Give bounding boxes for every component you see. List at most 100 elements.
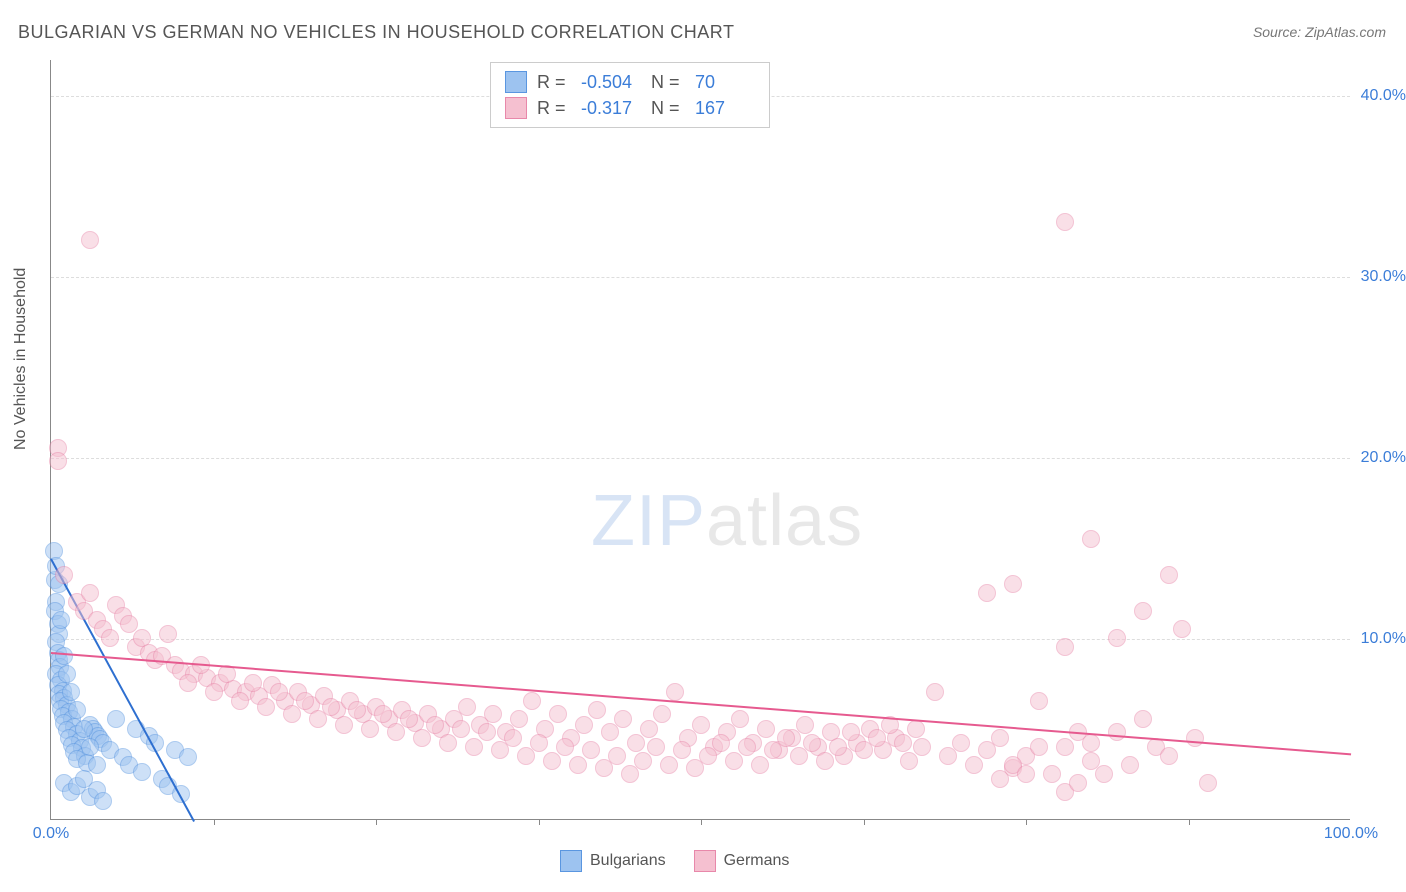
scatter-point (692, 716, 710, 734)
scatter-point (257, 698, 275, 716)
scatter-point (439, 734, 457, 752)
legend-item-germans: Germans (694, 850, 790, 872)
scatter-point (322, 698, 340, 716)
scatter-point (757, 720, 775, 738)
x-minor-tick (864, 819, 865, 825)
watermark-zip: ZIP (591, 481, 706, 561)
scatter-point (952, 734, 970, 752)
scatter-point (133, 763, 151, 781)
scatter-point (270, 683, 288, 701)
scatter-point (49, 452, 67, 470)
watermark: ZIPatlas (591, 480, 863, 562)
y-tick-label: 10.0% (1361, 630, 1406, 648)
scatter-point (452, 720, 470, 738)
legend-r-value-1: -0.317 (581, 98, 641, 119)
x-minor-tick (539, 819, 540, 825)
watermark-atlas: atlas (706, 481, 863, 561)
scatter-point (543, 752, 561, 770)
scatter-point (673, 741, 691, 759)
scatter-point (361, 720, 379, 738)
scatter-point (608, 747, 626, 765)
legend-row-bulgarians: R = -0.504 N = 70 (505, 69, 755, 95)
scatter-point (647, 738, 665, 756)
scatter-point (68, 701, 86, 719)
scatter-point (374, 705, 392, 723)
correlation-legend: R = -0.504 N = 70 R = -0.317 N = 167 (490, 62, 770, 128)
x-minor-tick (376, 819, 377, 825)
scatter-point (478, 723, 496, 741)
scatter-point (1108, 629, 1126, 647)
legend-n-label: N = (651, 72, 685, 93)
scatter-point (991, 729, 1009, 747)
x-tick-label: 0.0% (33, 825, 69, 843)
legend-row-germans: R = -0.317 N = 167 (505, 95, 755, 121)
scatter-point (1056, 638, 1074, 656)
scatter-point (296, 692, 314, 710)
scatter-point (614, 710, 632, 728)
y-tick-label: 30.0% (1361, 268, 1406, 286)
scatter-point (1082, 752, 1100, 770)
swatch-germans-icon (694, 850, 716, 872)
scatter-point (107, 710, 125, 728)
legend-label-bulgarians: Bulgarians (590, 852, 666, 870)
series-legend: Bulgarians Germans (560, 850, 789, 872)
scatter-point (530, 734, 548, 752)
scatter-point (627, 734, 645, 752)
scatter-point (426, 716, 444, 734)
legend-r-label: R = (537, 98, 571, 119)
swatch-bulgarians (505, 71, 527, 93)
legend-r-value-0: -0.504 (581, 72, 641, 93)
x-minor-tick (214, 819, 215, 825)
scatter-point (1173, 620, 1191, 638)
scatter-point (900, 752, 918, 770)
scatter-point (81, 231, 99, 249)
gridline (51, 458, 1350, 459)
legend-n-value-1: 167 (695, 98, 755, 119)
swatch-bulgarians-icon (560, 850, 582, 872)
scatter-point (549, 705, 567, 723)
x-tick-label: 100.0% (1324, 825, 1378, 843)
scatter-point (179, 748, 197, 766)
source-label: Source: (1253, 24, 1301, 40)
scatter-point (575, 716, 593, 734)
scatter-point (101, 629, 119, 647)
scatter-point (179, 674, 197, 692)
scatter-plot-area: ZIPatlas 10.0%20.0%30.0%40.0%0.0%100.0% (50, 60, 1350, 820)
scatter-point (81, 738, 99, 756)
y-tick-label: 40.0% (1361, 87, 1406, 105)
legend-label-germans: Germans (724, 852, 790, 870)
scatter-point (1069, 774, 1087, 792)
scatter-point (458, 698, 476, 716)
scatter-point (1004, 575, 1022, 593)
x-minor-tick (1026, 819, 1027, 825)
y-axis-label: No Vehicles in Household (12, 268, 30, 450)
scatter-point (88, 756, 106, 774)
scatter-point (231, 692, 249, 710)
scatter-point (159, 625, 177, 643)
scatter-point (205, 683, 223, 701)
scatter-point (731, 710, 749, 728)
scatter-point (400, 710, 418, 728)
scatter-point (582, 741, 600, 759)
scatter-point (335, 716, 353, 734)
scatter-point (75, 720, 93, 738)
scatter-point (1134, 602, 1152, 620)
scatter-point (1160, 566, 1178, 584)
scatter-point (666, 683, 684, 701)
scatter-point (913, 738, 931, 756)
scatter-point (120, 615, 138, 633)
source-value: ZipAtlas.com (1305, 24, 1386, 40)
scatter-point (1095, 765, 1113, 783)
scatter-point (1030, 738, 1048, 756)
scatter-point (965, 756, 983, 774)
scatter-point (55, 647, 73, 665)
scatter-point (484, 705, 502, 723)
legend-item-bulgarians: Bulgarians (560, 850, 666, 872)
scatter-point (907, 720, 925, 738)
scatter-point (777, 729, 795, 747)
scatter-point (504, 729, 522, 747)
scatter-point (1082, 530, 1100, 548)
scatter-point (894, 734, 912, 752)
scatter-point (55, 566, 73, 584)
scatter-point (510, 710, 528, 728)
